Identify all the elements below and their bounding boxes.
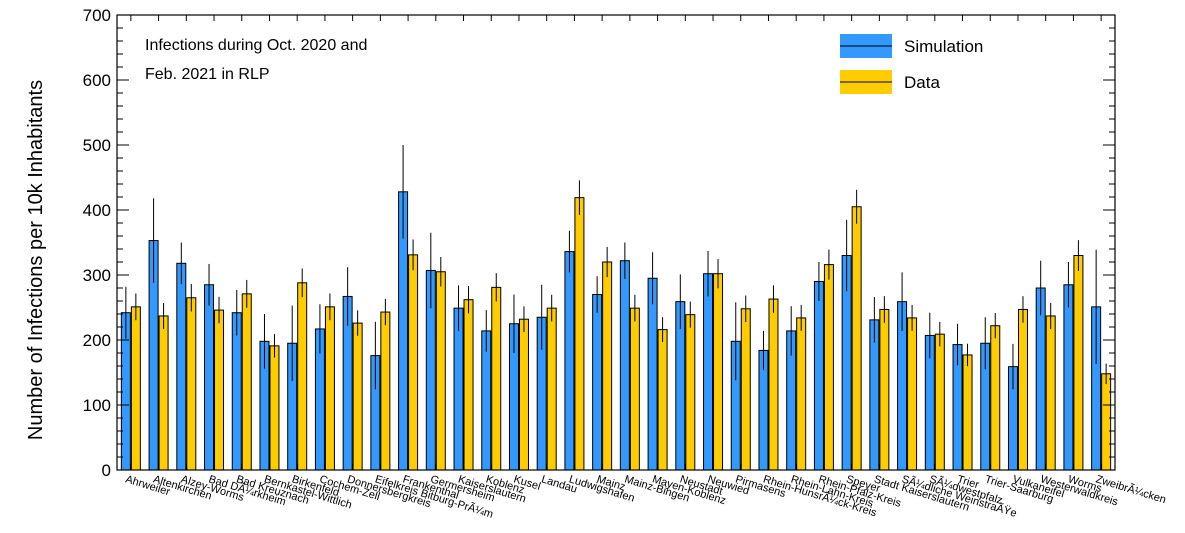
y-tick-label: 300 xyxy=(83,266,111,285)
bar-data-8 xyxy=(352,322,363,471)
bar-data-20 xyxy=(685,314,696,471)
bar-data-15 xyxy=(546,307,557,471)
bar-simulation-34 xyxy=(1063,284,1074,471)
bar-simulation-13 xyxy=(481,330,492,471)
bar-data-16 xyxy=(574,197,585,471)
bar-data-2 xyxy=(186,297,197,471)
bar-data-7 xyxy=(324,306,335,471)
legend-label-simulation: Simulation xyxy=(904,37,983,56)
bar-data-28 xyxy=(907,317,918,471)
bar-data-23 xyxy=(768,298,779,471)
bars-layer xyxy=(120,145,1112,471)
bar-simulation-2 xyxy=(176,262,187,471)
bar-data-32 xyxy=(1017,308,1028,471)
bar-simulation-18 xyxy=(619,260,630,471)
bar-data-30 xyxy=(962,354,973,471)
bar-data-24 xyxy=(796,317,807,471)
bar-data-13 xyxy=(491,286,502,471)
bar-data-27 xyxy=(879,308,890,471)
legend-label-data: Data xyxy=(904,73,940,92)
bar-data-18 xyxy=(629,307,640,471)
bar-data-0 xyxy=(130,306,141,471)
y-tick-label: 400 xyxy=(83,201,111,220)
bar-data-17 xyxy=(602,261,613,471)
y-tick-label: 0 xyxy=(102,461,111,480)
bar-simulation-16 xyxy=(564,251,575,471)
bar-data-11 xyxy=(435,271,446,471)
annotation-line-2: Feb. 2021 in RLP xyxy=(145,66,270,83)
y-tick-label: 600 xyxy=(83,71,111,90)
bar-data-29 xyxy=(934,333,945,471)
bar-data-21 xyxy=(713,273,724,471)
y-tick-label: 500 xyxy=(83,136,111,155)
bar-data-19 xyxy=(657,329,668,471)
y-tick-label: 700 xyxy=(83,6,111,25)
y-tick-label: 100 xyxy=(83,396,111,415)
bar-data-1 xyxy=(158,315,169,471)
legend: Simulation Data xyxy=(840,34,983,94)
bar-data-9 xyxy=(380,311,391,471)
annotation-line-1: Infections during Oct. 2020 and xyxy=(145,37,367,54)
bar-simulation-17 xyxy=(592,294,603,471)
plot-frame xyxy=(116,14,1116,471)
bar-data-5 xyxy=(269,345,280,471)
bar-data-31 xyxy=(990,325,1001,471)
bar-data-12 xyxy=(463,299,474,471)
bar-simulation-3 xyxy=(204,284,215,471)
y-tick-label: 200 xyxy=(83,331,111,350)
bar-data-33 xyxy=(1045,315,1056,471)
bar-simulation-25 xyxy=(813,281,824,471)
bar-data-26 xyxy=(851,206,862,471)
y-axis-label: Number of Infections per 10k Inhabitants xyxy=(25,80,47,440)
bar-data-6 xyxy=(297,282,308,471)
bar-data-14 xyxy=(518,318,529,471)
bar-simulation-4 xyxy=(231,312,242,471)
bar-simulation-19 xyxy=(647,277,658,471)
bar-data-25 xyxy=(823,264,834,471)
axes-layer xyxy=(116,14,1116,471)
bar-data-35 xyxy=(1101,373,1112,471)
bar-simulation-21 xyxy=(703,273,714,471)
bar-data-34 xyxy=(1073,255,1084,471)
bar-data-3 xyxy=(214,309,225,471)
bar-data-4 xyxy=(241,293,252,471)
bar-data-10 xyxy=(408,254,419,471)
bar-data-22 xyxy=(740,308,751,471)
bar-simulation-12 xyxy=(453,307,464,471)
